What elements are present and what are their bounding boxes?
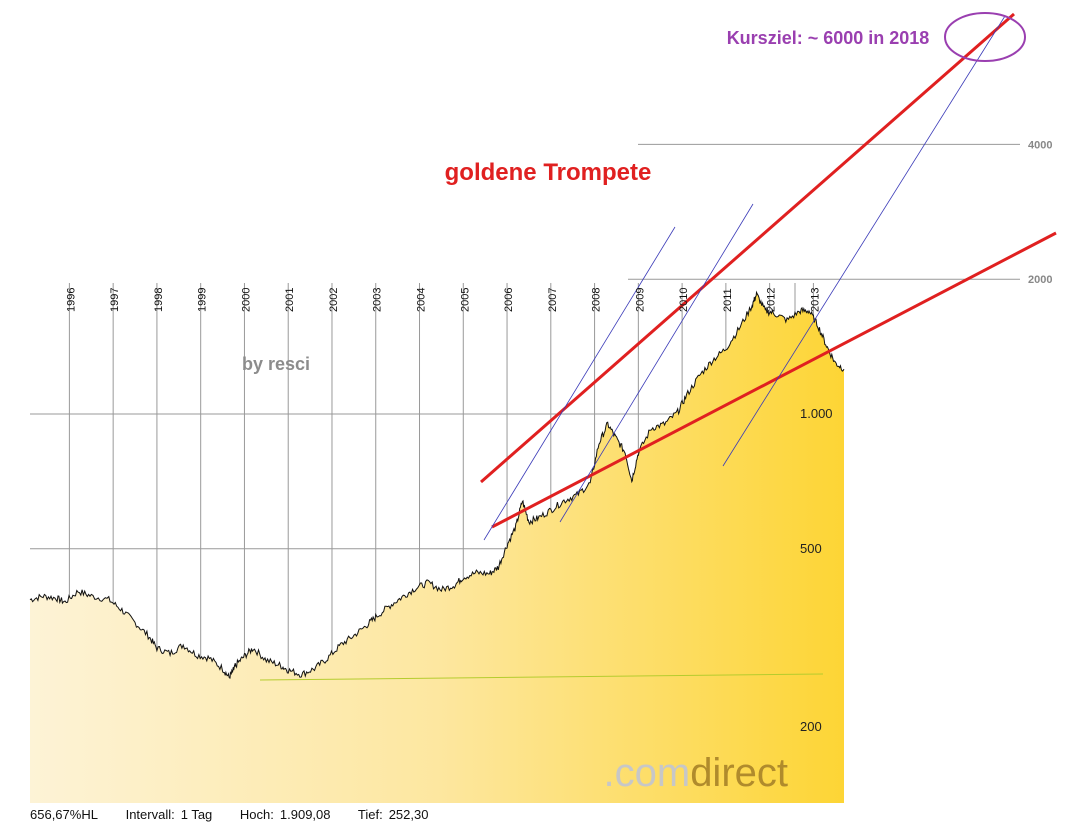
x-tick-label: 2012 bbox=[766, 288, 778, 312]
x-tick-label: 2007 bbox=[547, 288, 559, 312]
y-tick-label: 500 bbox=[800, 541, 822, 556]
brand-logo: .comdirect bbox=[604, 751, 789, 795]
x-tick-label: 2009 bbox=[634, 288, 646, 312]
y-tick-label: 1.000 bbox=[800, 406, 833, 421]
price-target-annotation: Kursziel: ~ 6000 in 2018 bbox=[727, 28, 930, 48]
x-axis-labels: 1996 1997 1998 1999 2000 2001 2002 2003 2004 2005… bbox=[65, 288, 821, 312]
trend-lines bbox=[480, 12, 1057, 541]
x-tick-label: 2008 bbox=[591, 288, 603, 312]
low-label: Tief: bbox=[357, 807, 383, 822]
y-tick-label: 200 bbox=[800, 719, 822, 734]
interval-value: 1 Tag bbox=[180, 807, 213, 822]
price-area bbox=[30, 292, 844, 803]
trendline-channel bbox=[483, 226, 676, 541]
x-tick-label: 1996 bbox=[65, 288, 77, 312]
x-tick-label: 2006 bbox=[503, 288, 515, 312]
trendline-channel bbox=[559, 203, 754, 523]
x-tick-label: 2001 bbox=[284, 288, 296, 312]
x-tick-label: 2003 bbox=[372, 288, 384, 312]
interval-label: Intervall: bbox=[125, 807, 175, 822]
trendline-lower bbox=[491, 231, 1057, 529]
y-axis-labels: 200 500 1.000 2000 4000 bbox=[800, 139, 1052, 734]
baseline-line bbox=[259, 673, 824, 681]
x-tick-label: 2004 bbox=[416, 288, 428, 312]
x-tick-label: 2002 bbox=[328, 288, 340, 312]
y-tick-label-extended: 4000 bbox=[1028, 139, 1052, 151]
x-tick-label: 2010 bbox=[678, 288, 690, 312]
x-tick-label: 1999 bbox=[197, 288, 209, 312]
price-line bbox=[29, 290, 845, 679]
low-value: 252,30 bbox=[388, 807, 429, 822]
trendline-channel bbox=[722, 15, 1006, 467]
x-tick-label: 2011 bbox=[722, 288, 734, 312]
x-tick-label: 1997 bbox=[109, 288, 121, 312]
trendline-upper bbox=[480, 12, 1015, 484]
y-tick-label-extended: 2000 bbox=[1028, 274, 1052, 286]
high-value: 1.909,08 bbox=[279, 807, 331, 822]
x-tick-label: 2000 bbox=[240, 288, 252, 312]
high-label: Hoch: bbox=[239, 807, 274, 822]
x-tick-label: 2005 bbox=[459, 288, 471, 312]
chart-title: goldene Trompete bbox=[445, 159, 652, 186]
x-tick-label: 1998 bbox=[153, 288, 165, 312]
author-label: by resci bbox=[242, 354, 310, 374]
target-circle bbox=[944, 12, 1026, 62]
chart-footer: 656,67%HL Intervall: 1 Tag Hoch: 1.909,08 … bbox=[30, 807, 452, 822]
change-value: 656,67%HL bbox=[30, 807, 98, 822]
x-tick-label: 2013 bbox=[809, 288, 821, 312]
